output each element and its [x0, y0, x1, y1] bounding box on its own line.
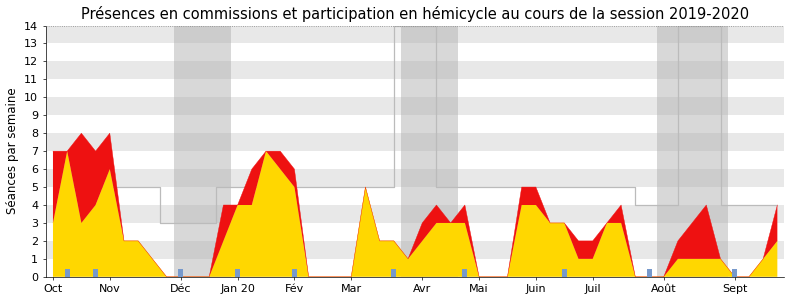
Bar [46, 223, 784, 241]
Bar [46, 259, 784, 277]
Y-axis label: Séances par semaine: Séances par semaine [6, 88, 18, 214]
Bar [46, 115, 784, 133]
Bar [46, 151, 784, 169]
Bar [46, 97, 784, 115]
Bar [401, 26, 457, 277]
Bar [93, 269, 98, 277]
Bar [647, 269, 652, 277]
Bar [732, 269, 737, 277]
Bar [46, 241, 784, 259]
Bar [46, 61, 784, 80]
Bar [46, 205, 784, 223]
Bar [391, 269, 397, 277]
Title: Présences en commissions et participation en hémicycle au cours de la session 20: Présences en commissions et participatio… [81, 6, 749, 22]
Bar [46, 80, 784, 97]
Bar [46, 26, 784, 44]
Bar [46, 133, 784, 151]
Bar [462, 269, 468, 277]
Bar [174, 26, 231, 277]
Bar [46, 44, 784, 62]
Bar [292, 269, 297, 277]
Bar [46, 169, 784, 187]
Bar [562, 269, 566, 277]
Bar [46, 187, 784, 205]
Bar [235, 269, 240, 277]
Bar [179, 269, 183, 277]
Bar [656, 26, 728, 277]
Bar [65, 269, 70, 277]
